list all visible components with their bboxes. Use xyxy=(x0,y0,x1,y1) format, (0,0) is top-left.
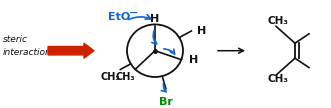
Text: CH₃: CH₃ xyxy=(268,74,289,84)
Text: Br: Br xyxy=(159,97,173,107)
Text: H: H xyxy=(189,55,199,65)
Text: −: − xyxy=(129,8,138,18)
Text: CH₃: CH₃ xyxy=(116,72,135,82)
Text: EtO: EtO xyxy=(108,12,130,22)
Text: interaction: interaction xyxy=(3,48,52,57)
Text: steric: steric xyxy=(3,35,28,44)
Text: CH₃: CH₃ xyxy=(268,16,289,26)
Text: CH₃: CH₃ xyxy=(101,72,120,82)
Text: H: H xyxy=(197,26,207,36)
FancyArrow shape xyxy=(48,43,94,58)
Text: H: H xyxy=(150,14,160,24)
